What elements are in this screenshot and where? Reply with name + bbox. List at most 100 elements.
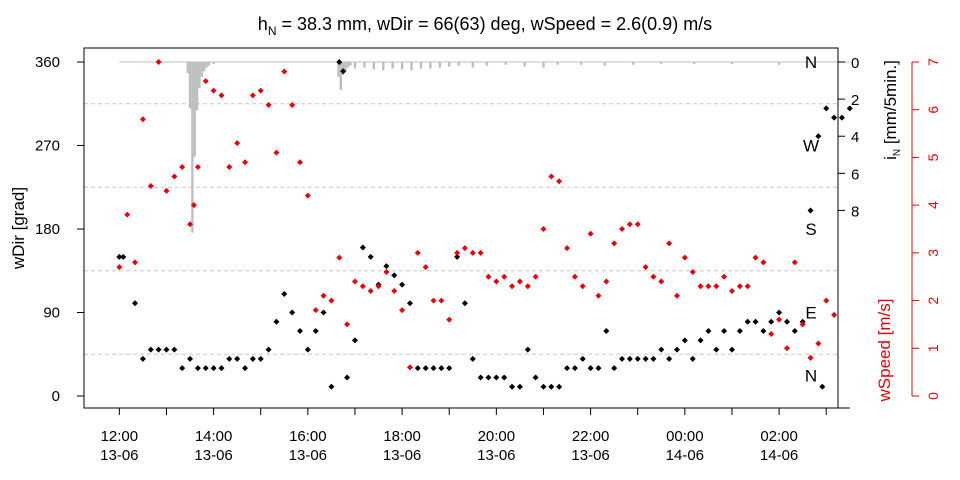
wspeed-point xyxy=(799,321,806,328)
wdir-point xyxy=(819,383,826,390)
rain-bars xyxy=(186,62,781,233)
wspeed-point xyxy=(359,283,366,290)
rain-bar xyxy=(579,62,583,65)
wspeed-point xyxy=(414,249,421,256)
wdir-point xyxy=(210,365,217,372)
rain-bar xyxy=(198,62,201,88)
wdir-axis: 0 90 180 270 360 xyxy=(35,54,85,405)
chart-title: hN = 38.3 mm, wDir = 66(63) deg, wSpeed … xyxy=(258,14,712,38)
wspeed-tick-label: 0 xyxy=(925,392,941,400)
wdir-point xyxy=(281,290,288,297)
wdir-point xyxy=(202,365,209,372)
rain-bar xyxy=(542,62,545,68)
wdir-point xyxy=(823,105,830,112)
wspeed-point xyxy=(163,187,170,194)
x-tick-label-date: 13-06 xyxy=(383,447,421,464)
wspeed-point xyxy=(564,245,571,252)
rain-axis-label: iN [mm/5min.] xyxy=(881,60,903,160)
wspeed-point xyxy=(179,163,186,170)
wspeed-point xyxy=(548,173,555,180)
wind-speed-series xyxy=(116,59,838,371)
wdir-point xyxy=(540,383,547,390)
wspeed-point xyxy=(776,316,783,323)
wspeed-point xyxy=(367,288,374,295)
wspeed-point xyxy=(768,330,775,337)
wdir-point xyxy=(132,300,139,307)
rain-bar xyxy=(205,62,208,68)
wspeed-tick-label: 3 xyxy=(925,249,941,257)
rain-bar xyxy=(556,62,559,65)
wspeed-point xyxy=(815,340,822,347)
rain-bar xyxy=(730,62,734,64)
wspeed-point xyxy=(626,221,633,228)
rain-bar xyxy=(523,62,526,67)
wdir-point xyxy=(571,365,578,372)
wdir-point xyxy=(344,374,351,381)
wspeed-point xyxy=(760,259,767,266)
compass-labels: N E S W N xyxy=(803,53,819,386)
rain-bar xyxy=(429,62,432,69)
wdir-point xyxy=(681,337,688,344)
wspeed-point xyxy=(493,278,500,285)
rain-bar xyxy=(372,62,375,70)
compass-label: W xyxy=(803,137,819,156)
wdir-point xyxy=(454,253,461,260)
wdir-point xyxy=(642,355,649,362)
wspeed-point xyxy=(190,202,197,209)
wspeed-point xyxy=(571,273,578,280)
wdir-point xyxy=(359,244,366,251)
compass-label: S xyxy=(805,220,816,239)
wdir-point xyxy=(383,263,390,270)
rain-bar xyxy=(471,62,474,68)
rain-bar xyxy=(410,62,413,71)
x-tick-label: 00:00 xyxy=(666,428,704,445)
wspeed-point xyxy=(485,273,492,280)
wspeed-point xyxy=(155,59,162,65)
rain-tick-label: 0 xyxy=(851,55,859,72)
wdir-point xyxy=(831,114,838,121)
wspeed-point xyxy=(831,311,838,318)
rain-bar xyxy=(693,62,696,64)
wspeed-point xyxy=(540,226,547,232)
x-axis: 12:00 13-06 14:00 13-06 16:00 13-06 18:00 13-06… xyxy=(100,407,850,464)
rain-bar xyxy=(339,62,343,90)
wspeed-point xyxy=(823,297,830,304)
wspeed-point xyxy=(336,254,343,261)
wdir-tick-label: 0 xyxy=(52,388,60,405)
wdir-point xyxy=(116,253,123,260)
wspeed-point xyxy=(697,283,704,290)
wspeed-point xyxy=(728,288,735,295)
wdir-tick-label: 270 xyxy=(35,138,60,155)
wspeed-point xyxy=(595,292,602,299)
wdir-point xyxy=(304,346,311,353)
rain-tick-label: 2 xyxy=(851,92,859,109)
wspeed-tick-label: 4 xyxy=(925,201,941,209)
wspeed-point xyxy=(281,68,288,75)
wdir-point xyxy=(218,365,225,372)
wdir-point xyxy=(179,365,186,372)
wdir-point xyxy=(760,328,767,335)
wdir-point xyxy=(438,365,445,372)
x-tick-label: 12:00 xyxy=(101,428,139,445)
rain-bar xyxy=(186,62,189,74)
x-tick-label: 22:00 xyxy=(572,428,610,445)
wdir-point xyxy=(493,374,500,381)
wdir-point xyxy=(524,346,531,353)
wdir-point xyxy=(406,300,413,307)
wspeed-point xyxy=(736,283,743,290)
x-tick-label: 18:00 xyxy=(383,428,421,445)
wspeed-point xyxy=(807,354,814,361)
wdir-point xyxy=(619,355,626,362)
wspeed-point xyxy=(681,254,688,261)
wspeed-point xyxy=(320,292,327,299)
rain-bar xyxy=(777,62,781,65)
wspeed-point xyxy=(752,254,759,261)
wdir-point xyxy=(296,328,303,335)
wspeed-point xyxy=(312,307,319,314)
wspeed-point xyxy=(289,101,296,108)
wdir-point xyxy=(320,309,327,316)
wdir-point xyxy=(257,355,264,362)
wspeed-point xyxy=(124,211,131,218)
wspeed-point xyxy=(194,163,201,170)
x-tick-label: 14:00 xyxy=(195,428,233,445)
